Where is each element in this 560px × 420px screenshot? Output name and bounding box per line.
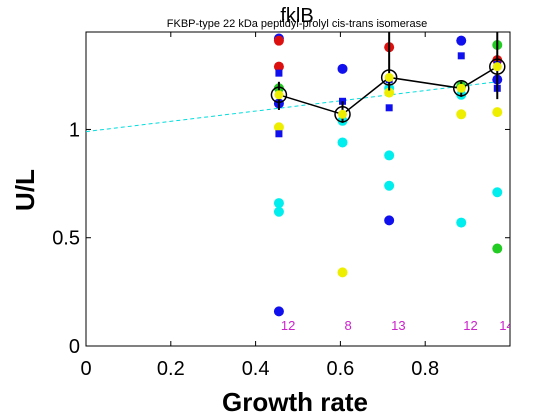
mean-marker [452, 80, 470, 97]
sample-count-label: 8 [345, 318, 352, 333]
data-point-circle [492, 243, 503, 254]
data-point-circle [384, 150, 395, 161]
data-point-circle [384, 215, 395, 226]
data-point-circle [337, 267, 348, 278]
mean-marker [489, 58, 506, 75]
mean-marker-center [338, 109, 348, 119]
sample-count-label: 12 [281, 318, 295, 333]
data-point-circle [492, 187, 503, 198]
data-point-square [385, 104, 393, 112]
mean-marker-center [384, 72, 394, 82]
data-point-circle [456, 217, 467, 228]
data-point-circle [273, 35, 284, 46]
x-tick-label: 0 [80, 358, 91, 380]
data-point-circle [273, 306, 284, 317]
data-point-circle [273, 122, 284, 133]
x-axis-label: Growth rate [222, 387, 368, 417]
mean-marker-center [274, 90, 284, 100]
y-tick-label: 0 [69, 336, 80, 358]
plot-layer: 12 8 13 12 14 [86, 32, 513, 333]
y-axis-label: U/L [10, 169, 40, 211]
data-point-circle [337, 63, 348, 74]
data-point-circle [456, 35, 467, 46]
mean-marker-center [492, 62, 502, 72]
data-point-circle [492, 107, 503, 118]
plot-area [85, 31, 511, 347]
axes-layer: 0 0.2 0.4 0.6 0.8 0 0.5 1 [52, 32, 510, 380]
data-point-circle [273, 61, 284, 72]
sample-count-label: 14 [499, 318, 513, 333]
y-tick-label: 0.5 [52, 228, 80, 250]
mean-marker [380, 69, 398, 86]
sample-count-label: 13 [391, 318, 405, 333]
data-point-circle [273, 198, 284, 209]
data-point-square [275, 69, 283, 77]
mean-marker [270, 86, 288, 104]
data-point-circle [337, 137, 348, 148]
mean-marker-center [456, 83, 466, 93]
chart-subtitle: FKBP-type 22 kDa peptidyl-prolyl cis-tra… [167, 18, 427, 30]
mean-marker [334, 106, 351, 123]
data-point-square [275, 130, 283, 138]
data-point-square [457, 52, 465, 60]
x-tick-label: 0.4 [242, 358, 270, 380]
sample-count-label: 12 [463, 318, 477, 333]
data-point-circle [456, 109, 467, 120]
data-point-circle [273, 206, 284, 217]
chart-title: fklB [280, 5, 313, 27]
x-tick-label: 0.6 [326, 358, 354, 380]
data-point-circle [384, 87, 395, 98]
x-tick-label: 0.8 [411, 358, 439, 380]
y-tick-label: 1 [69, 119, 80, 141]
x-tick-label: 0.2 [157, 358, 185, 380]
data-point-circle [384, 180, 395, 191]
fit-line [86, 81, 498, 133]
